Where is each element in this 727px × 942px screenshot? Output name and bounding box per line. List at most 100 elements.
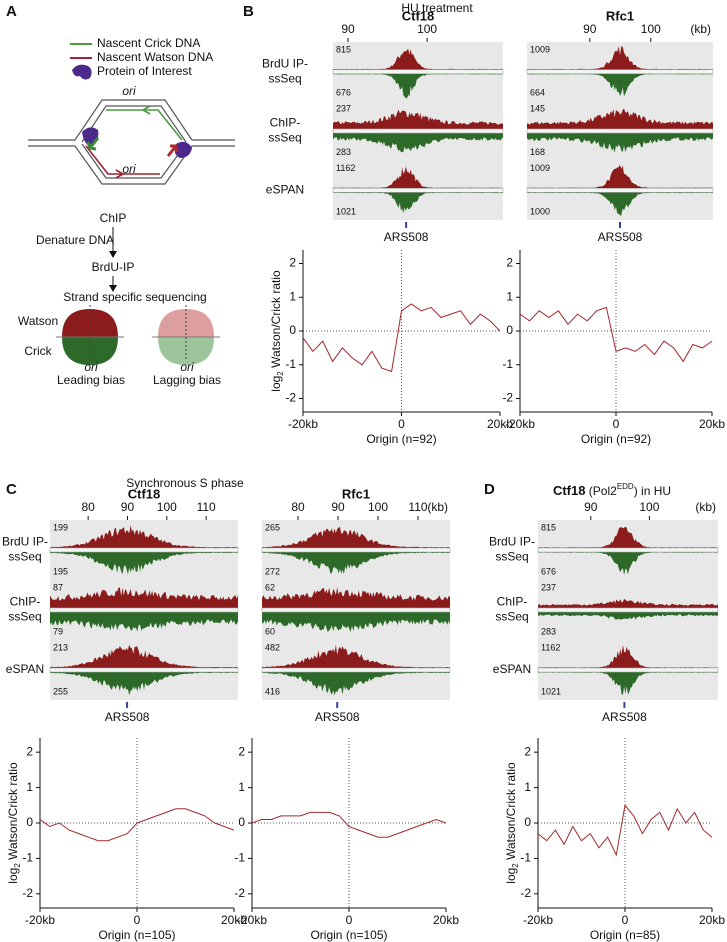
y-tick-label: 2 (238, 744, 245, 758)
row-label: ssSeq (8, 610, 41, 624)
x-tick-label: 0 (622, 913, 629, 927)
y-tick-label: -1 (22, 851, 33, 865)
y-tick-label: 0 (26, 815, 33, 829)
track-scale: 416 (265, 686, 280, 696)
nascent-crick (106, 109, 183, 141)
row-label: ssSeq (495, 610, 528, 624)
track-baseline (49, 667, 239, 673)
legend-text: Nascent Crick DNA (97, 36, 200, 50)
y-tick-label: -1 (520, 851, 531, 865)
track-scale: 1021 (336, 206, 356, 216)
row-label: eSPAN (493, 662, 531, 676)
crick-profile (262, 610, 450, 632)
track-baseline (261, 547, 451, 553)
ratio-line (302, 303, 501, 373)
track-scale: 676 (541, 566, 556, 576)
track-scale: 1009 (530, 163, 550, 173)
kb-tick-label: 90 (584, 500, 598, 514)
track-scale: 482 (265, 642, 280, 652)
ratio-line (39, 808, 235, 842)
y-tick-label: 0 (524, 815, 531, 829)
row-label: eSPAN (6, 662, 44, 676)
step-label: Denature DNA (36, 233, 114, 247)
panel-label: C (6, 481, 17, 498)
track-scale: 87 (53, 582, 63, 592)
track-scale: 62 (265, 582, 275, 592)
track-baseline (537, 607, 719, 613)
track-scale: 1000 (530, 206, 550, 216)
track-baseline (526, 188, 714, 193)
crick-profile (333, 71, 503, 99)
x-tick-label: 20kb (221, 913, 247, 927)
x-axis-label: Origin (n=105) (310, 928, 387, 942)
row-label: eSPAN (266, 183, 304, 197)
kb-tick-label: 100 (639, 500, 659, 514)
title-part: (Pol2 (585, 484, 617, 498)
crick-profile (527, 131, 713, 153)
y-tick-label: -2 (520, 886, 531, 900)
protein-icon (174, 141, 192, 158)
title-part: Ctf18 (553, 483, 586, 498)
strand-label: Crick (24, 344, 52, 358)
track-scale: 168 (530, 147, 545, 157)
watson-profile (262, 526, 450, 550)
legend-text: Protein of Interest (97, 64, 192, 78)
track-scale: 237 (336, 104, 351, 114)
x-tick-label: -20kb (288, 417, 318, 431)
kb-unit: (kb) (695, 500, 716, 514)
bias-label: Leading bias (57, 373, 125, 387)
y-tick-label: 0 (506, 323, 513, 337)
arrow (166, 144, 179, 157)
crick-profile (538, 550, 718, 576)
row-label: BrdU IP- (489, 535, 535, 549)
track-scale: 199 (53, 522, 68, 532)
x-tick-label: 0 (346, 913, 353, 927)
origin-label: ARS508 (602, 710, 647, 724)
track-baseline (332, 69, 504, 74)
row-label: ssSeq (495, 550, 528, 564)
track-baseline (261, 667, 451, 673)
step-label: BrdU-IP (92, 260, 135, 274)
replication-bubble (28, 99, 235, 185)
ratio-line (251, 811, 447, 838)
kb-tick-label: 110 (408, 500, 427, 514)
y-tick-label: -2 (502, 391, 513, 405)
ratio-line (537, 804, 713, 857)
watson-profile (262, 645, 450, 670)
panel-label: A (6, 3, 17, 20)
x-axis-label: Origin (n=92) (366, 432, 436, 446)
y-tick-label: 1 (524, 780, 531, 794)
y-label-part: Watson/Crick ratio (269, 270, 283, 371)
track-scale: 213 (53, 642, 68, 652)
x-axis-label: Origin (n=105) (98, 928, 175, 942)
watson-profile (333, 109, 503, 131)
crick-profile (538, 670, 718, 695)
kb-tick-label: 90 (331, 500, 345, 514)
x-axis-label: Origin (n=92) (581, 432, 651, 446)
track-baseline (537, 667, 719, 673)
y-tick-label: 1 (26, 780, 33, 794)
track-scale: 1162 (541, 642, 560, 652)
row-label: ChIP- (10, 595, 41, 609)
kb-tick-label: 100 (157, 500, 177, 514)
track-scale: 815 (541, 522, 556, 532)
crick-profile (527, 190, 713, 216)
track-baseline (526, 128, 714, 134)
x-tick-label: 20kb (699, 913, 725, 927)
panel-label: B (243, 3, 254, 20)
y-tick-label: 2 (26, 744, 33, 758)
watson-profile (50, 644, 238, 670)
track-name: Ctf18 (128, 486, 161, 501)
y-tick-label: 1 (238, 780, 245, 794)
track-scale: 195 (53, 566, 68, 576)
panel-title: HU treatment (401, 1, 473, 15)
panel-label: D (484, 481, 495, 498)
arrowhead (109, 251, 117, 258)
kb-tick-label: 90 (583, 22, 597, 36)
kb-tick-label: 100 (417, 22, 437, 36)
crick-profile (50, 670, 238, 696)
watson-profile (527, 46, 713, 72)
row-label: ssSeq (8, 550, 41, 564)
row-label: ChIP- (270, 116, 301, 130)
